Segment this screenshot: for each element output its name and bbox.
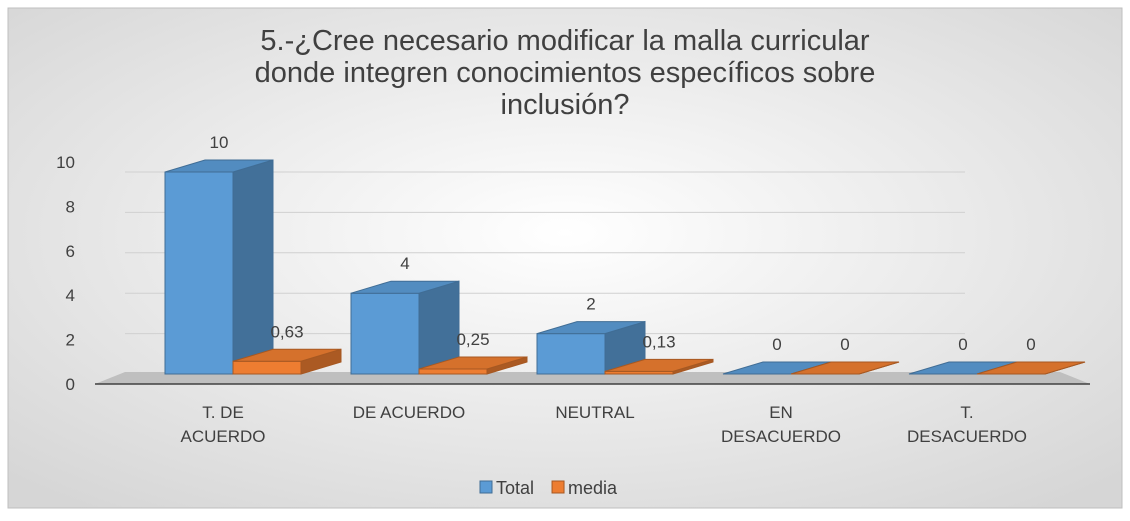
x-tick-label: DE ACUERDO — [353, 403, 465, 422]
data-label: 0 — [772, 335, 781, 354]
bar-top — [536, 321, 646, 335]
x-tick-label: EN DESACUERDO — [721, 403, 841, 446]
bar-top — [418, 356, 528, 370]
y-tick-label: 10 — [56, 153, 75, 172]
bar-top — [232, 348, 342, 362]
bar-top — [164, 159, 274, 173]
bar-side — [232, 159, 274, 375]
data-label: 10 — [210, 133, 229, 152]
bar — [418, 356, 528, 375]
floor — [95, 372, 1090, 384]
bar-top — [350, 280, 460, 294]
y-tick-label: 2 — [66, 331, 75, 350]
x-tick-label: T. DE ACUERDO — [180, 403, 265, 446]
bar-top — [604, 358, 714, 372]
data-label: 0,13 — [642, 332, 675, 351]
bar-front — [536, 333, 606, 375]
bar-front — [164, 171, 234, 375]
data-label: 2 — [586, 295, 595, 314]
bar-front — [418, 368, 488, 375]
y-tick-label: 6 — [66, 242, 75, 261]
legend-swatch — [551, 480, 565, 494]
chart-title: 5.-¿Cree necesario modificar la malla cu… — [255, 25, 876, 121]
x-tick-label: NEUTRAL — [555, 403, 634, 422]
bar — [604, 358, 714, 375]
y-tick-label: 4 — [66, 286, 75, 305]
bar — [790, 361, 900, 375]
bar — [536, 320, 646, 375]
y-tick-label: 8 — [66, 197, 75, 216]
legend-label: media — [568, 478, 618, 498]
y-tick-label: 0 — [66, 375, 75, 394]
x-tick-label: T. DESACUERDO — [907, 403, 1027, 446]
bar-top — [790, 361, 900, 375]
data-label: 4 — [400, 254, 409, 273]
bar — [164, 159, 274, 375]
data-label: 0 — [1026, 335, 1035, 354]
bar-top — [976, 361, 1086, 375]
bar-front — [350, 292, 420, 375]
data-label: 0,63 — [270, 322, 303, 341]
data-label: 0,25 — [456, 330, 489, 349]
legend-label: Total — [496, 478, 534, 498]
data-label: 0 — [958, 335, 967, 354]
bar — [976, 361, 1086, 375]
bar-front — [232, 360, 302, 375]
data-label: 0 — [840, 335, 849, 354]
legend-swatch — [479, 480, 493, 494]
bar — [232, 348, 342, 375]
bar — [350, 280, 460, 375]
